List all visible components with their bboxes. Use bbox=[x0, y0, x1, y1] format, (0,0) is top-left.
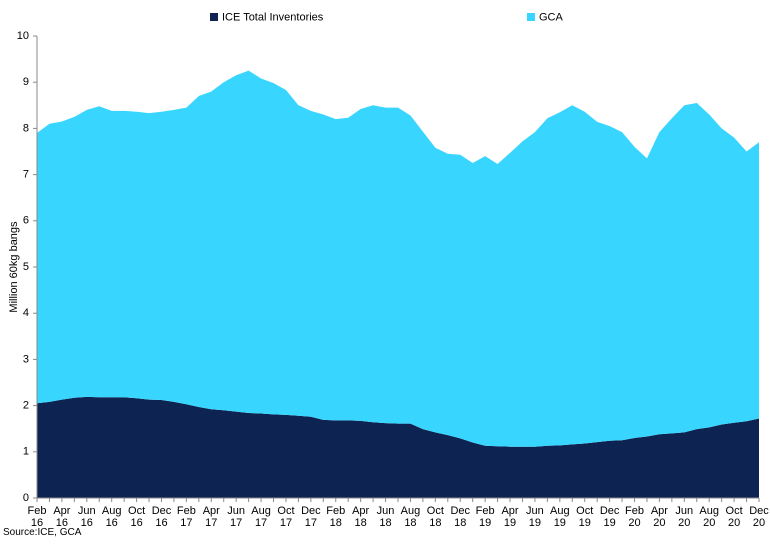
x-tick-label: Oct 17 bbox=[277, 505, 295, 529]
x-tick-label: Aug 17 bbox=[251, 505, 271, 529]
x-tick-label: Oct 16 bbox=[128, 505, 146, 529]
source-note: Source:ICE, GCA bbox=[3, 527, 82, 538]
x-tick-label: Oct 20 bbox=[725, 505, 743, 529]
y-tick-label: 10 bbox=[17, 30, 29, 42]
y-tick-label: 6 bbox=[23, 215, 29, 227]
x-tick-label: Apr 17 bbox=[202, 505, 220, 529]
y-tick-label: 0 bbox=[23, 492, 29, 504]
x-tick-label: Apr 18 bbox=[352, 505, 370, 529]
x-tick-label: Oct 19 bbox=[576, 505, 594, 529]
x-tick-label: Jun 19 bbox=[526, 505, 544, 529]
legend-label: GCA bbox=[539, 11, 564, 23]
x-tick-label: Jun 18 bbox=[376, 505, 395, 529]
area bbox=[37, 70, 759, 447]
x-tick-label: Feb 16 bbox=[27, 505, 47, 529]
x-tick-label: Dec 18 bbox=[450, 505, 471, 529]
x-tick-label: Aug 16 bbox=[101, 505, 122, 529]
x-tick-label: Feb 19 bbox=[475, 505, 495, 529]
x-tick-label: Dec 16 bbox=[151, 505, 172, 529]
y-tick-label: 5 bbox=[23, 261, 29, 273]
x-tick-label: Oct 18 bbox=[426, 505, 444, 529]
x-tick-label: Dec 17 bbox=[301, 505, 321, 529]
x-tick-label: Dec 20 bbox=[749, 505, 769, 529]
y-tick-label: 3 bbox=[23, 353, 29, 365]
x-tick-label: Feb 17 bbox=[176, 505, 196, 529]
y-tick-label: 4 bbox=[23, 307, 29, 319]
x-tick-label: Feb 18 bbox=[326, 505, 346, 529]
y-axis-title: Million 60kg bangs bbox=[8, 221, 20, 313]
x-tick-label: Jun 17 bbox=[227, 505, 246, 529]
x-tick-label: Aug 19 bbox=[550, 505, 570, 529]
y-tick-label: 7 bbox=[23, 169, 29, 181]
x-tick-label: Apr 19 bbox=[501, 505, 519, 529]
x-tick-label: Aug 18 bbox=[400, 505, 421, 529]
x-tick-label: Jun 20 bbox=[675, 505, 694, 529]
x-tick-label: Dec 19 bbox=[599, 505, 620, 529]
area bbox=[37, 396, 759, 498]
x-tick-label: Feb 20 bbox=[625, 505, 644, 529]
x-tick-label: Aug 20 bbox=[699, 505, 719, 529]
y-tick-label: 1 bbox=[23, 446, 29, 458]
legend-label: ICE Total Inventories bbox=[222, 11, 324, 23]
y-tick-label: 2 bbox=[23, 400, 29, 412]
legend-swatch bbox=[527, 13, 535, 21]
x-tick-label: Apr 20 bbox=[650, 505, 668, 529]
x-tick-label: Apr 16 bbox=[53, 505, 71, 529]
y-tick-label: 9 bbox=[23, 76, 29, 88]
x-tick-label: Jun 16 bbox=[77, 505, 96, 529]
legend-swatch bbox=[210, 13, 218, 21]
y-tick-label: 8 bbox=[23, 122, 29, 134]
